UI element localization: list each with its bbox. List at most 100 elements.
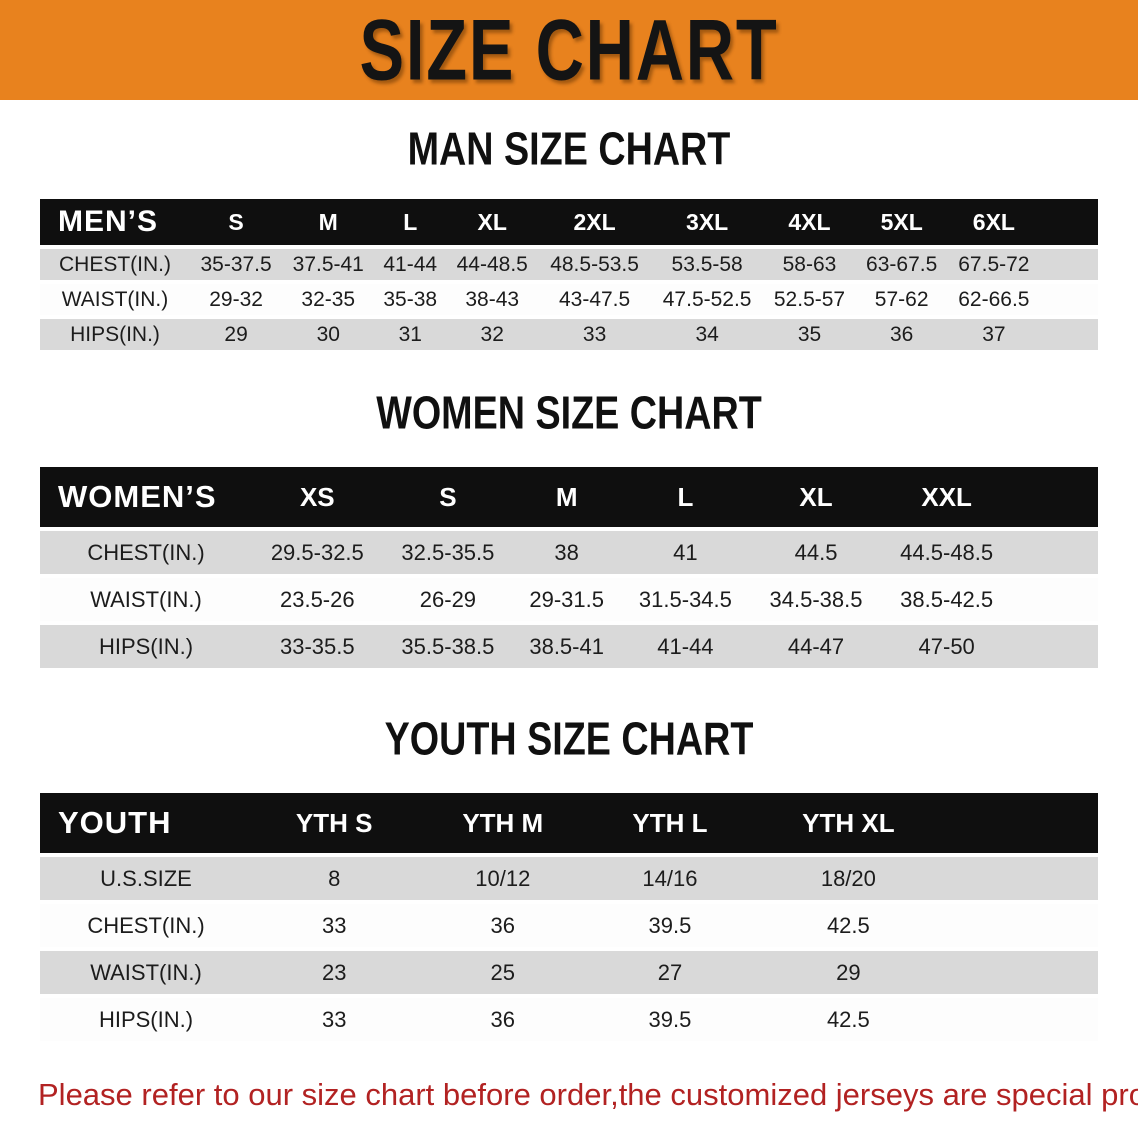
size-value: 63-67.5 (855, 249, 948, 280)
size-value: 52.5-57 (763, 284, 856, 315)
disclaimer-line-1: Please refer to our size chart before or… (38, 1077, 1138, 1112)
banner-title: SIZE CHART (359, 1, 779, 99)
row-label: WAIST(IN.) (40, 951, 252, 994)
size-value: 62-66.5 (947, 284, 1040, 315)
measurement-row: CHEST(IN.) 35-37.5 37.5-41 41-44 44-48.5 48.5… (40, 249, 1098, 280)
size-column-header: 6XL (947, 199, 1040, 245)
size-value: 44-47 (750, 625, 882, 668)
measurement-row: U.S.SIZE 8 10/12 14/16 18/20 (40, 857, 1098, 900)
size-value: 31.5-34.5 (620, 578, 751, 621)
disclaimer-line-2: we don't accept cancel, change, teturn o… (38, 1120, 1100, 1132)
row-spacer (1040, 249, 1098, 280)
measurement-row: WAIST(IN.) 23 25 27 29 (40, 951, 1098, 994)
size-value: 31 (374, 319, 447, 350)
row-label: WAIST(IN.) (40, 284, 190, 315)
men-size-table: MEN’S S M L XL 2XL 3XL 4XL 5XL 6XL CHEST(IN.) 35-37… (40, 195, 1098, 354)
size-value: 42.5 (750, 998, 946, 1041)
size-value: 38.5-42.5 (881, 578, 1012, 621)
row-label: HIPS(IN.) (40, 625, 252, 668)
row-label: U.S.SIZE (40, 857, 252, 900)
size-value: 47.5-52.5 (650, 284, 764, 315)
size-value: 41-44 (620, 625, 751, 668)
size-value: 18/20 (750, 857, 946, 900)
size-value: 39.5 (589, 998, 751, 1041)
row-spacer (1012, 578, 1098, 621)
size-column-header: L (620, 467, 751, 527)
row-label: CHEST(IN.) (40, 531, 252, 574)
header-spacer (946, 793, 1098, 853)
size-value: 8 (252, 857, 417, 900)
size-column-header: 4XL (763, 199, 856, 245)
table-title: WOMEN’S (40, 467, 252, 527)
section-women: WOMEN SIZE CHART WOMEN’S XS S M L XL XXL CHEST(… (0, 387, 1138, 672)
size-value: 23 (252, 951, 417, 994)
size-value: 36 (416, 904, 590, 947)
size-value: 30 (282, 319, 375, 350)
header-spacer (1012, 467, 1098, 527)
size-value: 35-38 (374, 284, 447, 315)
size-column-header: 3XL (650, 199, 764, 245)
size-column-header: L (374, 199, 447, 245)
row-label: HIPS(IN.) (40, 319, 190, 350)
men-section-heading: MAN SIZE CHART (407, 123, 731, 175)
row-spacer (946, 998, 1098, 1041)
measurement-row: HIPS(IN.) 29 30 31 32 33 34 35 36 37 (40, 319, 1098, 350)
youth-section-heading: YOUTH SIZE CHART (384, 713, 754, 765)
row-label: HIPS(IN.) (40, 998, 252, 1041)
size-value: 48.5-53.5 (538, 249, 651, 280)
table-title: MEN’S (40, 199, 190, 245)
table-title: YOUTH (40, 793, 252, 853)
size-value: 41-44 (374, 249, 447, 280)
measurement-row: CHEST(IN.) 29.5-32.5 32.5-35.5 38 41 44.5 44.5… (40, 531, 1098, 574)
size-value: 33 (252, 904, 417, 947)
size-value: 26-29 (382, 578, 514, 621)
size-value: 35-37.5 (190, 249, 283, 280)
row-spacer (946, 904, 1098, 947)
size-column-header: 2XL (538, 199, 651, 245)
size-value: 44.5 (750, 531, 882, 574)
size-column-header: XL (750, 467, 882, 527)
header-row: WOMEN’S XS S M L XL XXL (40, 467, 1098, 527)
size-column-header: YTH S (252, 793, 417, 853)
women-section-heading: WOMEN SIZE CHART (376, 387, 762, 439)
size-value: 36 (855, 319, 948, 350)
size-value: 44.5-48.5 (881, 531, 1012, 574)
size-value: 34 (650, 319, 764, 350)
size-value: 33-35.5 (252, 625, 383, 668)
women-size-table: WOMEN’S XS S M L XL XXL CHEST(IN.) 29.5-32.5 32.5… (40, 463, 1098, 672)
measurement-row: CHEST(IN.) 33 36 39.5 42.5 (40, 904, 1098, 947)
row-label: CHEST(IN.) (40, 249, 190, 280)
size-value: 38.5-41 (513, 625, 621, 668)
size-value: 33 (252, 998, 417, 1041)
size-value: 32.5-35.5 (382, 531, 514, 574)
size-value: 29-31.5 (513, 578, 621, 621)
size-value: 10/12 (416, 857, 590, 900)
row-label: WAIST(IN.) (40, 578, 252, 621)
size-value: 37 (947, 319, 1040, 350)
measurement-row: WAIST(IN.) 23.5-26 26-29 29-31.5 31.5-34.5 34… (40, 578, 1098, 621)
header-row: MEN’S S M L XL 2XL 3XL 4XL 5XL 6XL (40, 199, 1098, 245)
size-value: 57-62 (855, 284, 948, 315)
row-spacer (946, 857, 1098, 900)
size-value: 38-43 (446, 284, 539, 315)
size-value: 39.5 (589, 904, 751, 947)
size-value: 14/16 (589, 857, 751, 900)
size-value: 25 (416, 951, 590, 994)
size-column-header: XXL (881, 467, 1012, 527)
size-value: 35 (763, 319, 856, 350)
size-value: 35.5-38.5 (382, 625, 514, 668)
size-value: 27 (589, 951, 751, 994)
row-spacer (1040, 284, 1098, 315)
size-column-header: YTH XL (750, 793, 946, 853)
size-value: 37.5-41 (282, 249, 375, 280)
row-spacer (1012, 625, 1098, 668)
row-spacer (1012, 531, 1098, 574)
row-spacer (1040, 319, 1098, 350)
size-value: 33 (538, 319, 651, 350)
size-column-header: M (282, 199, 375, 245)
size-value: 38 (513, 531, 621, 574)
size-value: 32 (446, 319, 539, 350)
section-men: MAN SIZE CHART MEN’S S M L XL 2XL 3XL 4XL 5XL 6XL… (0, 123, 1138, 354)
size-value: 47-50 (881, 625, 1012, 668)
